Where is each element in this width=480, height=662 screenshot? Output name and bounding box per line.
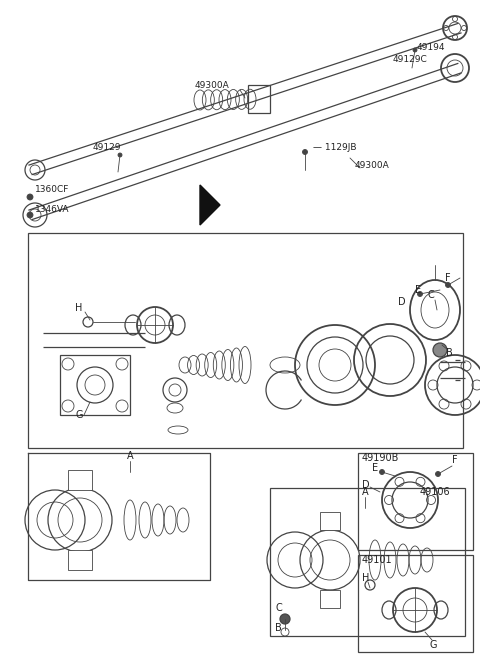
Text: 49129: 49129 — [93, 144, 121, 152]
Bar — [248, 85, 270, 113]
Text: C: C — [427, 290, 434, 300]
Bar — [358, 453, 473, 550]
Bar — [320, 590, 340, 608]
Text: B: B — [446, 348, 453, 358]
Ellipse shape — [418, 291, 422, 297]
Ellipse shape — [433, 343, 447, 357]
Ellipse shape — [280, 614, 290, 624]
Ellipse shape — [413, 48, 417, 52]
Text: 1346VA: 1346VA — [35, 205, 70, 214]
Text: 49101: 49101 — [362, 555, 393, 565]
Text: F: F — [452, 455, 457, 465]
Bar — [68, 550, 92, 570]
Bar — [60, 355, 130, 415]
Text: B: B — [275, 623, 282, 633]
Text: 49300A: 49300A — [195, 81, 230, 89]
Text: F: F — [445, 273, 451, 283]
Polygon shape — [200, 185, 220, 225]
Ellipse shape — [302, 150, 308, 154]
Text: 49190B: 49190B — [362, 453, 399, 463]
Text: 49129C: 49129C — [393, 56, 428, 64]
Ellipse shape — [380, 469, 384, 475]
Text: — 1129JB: — 1129JB — [313, 144, 357, 152]
Bar — [68, 470, 92, 490]
Text: 1360CF: 1360CF — [35, 185, 70, 195]
Text: 49300A: 49300A — [355, 160, 390, 169]
Ellipse shape — [118, 153, 122, 157]
Ellipse shape — [435, 471, 441, 477]
Text: 49106: 49106 — [420, 487, 451, 497]
Ellipse shape — [27, 194, 33, 200]
Text: E: E — [415, 285, 421, 295]
Text: C: C — [275, 603, 282, 613]
Bar — [358, 555, 473, 652]
Text: G: G — [430, 640, 437, 650]
Bar — [270, 488, 465, 636]
Ellipse shape — [445, 283, 451, 287]
Text: H: H — [75, 303, 83, 313]
Bar — [320, 512, 340, 530]
Text: 49194: 49194 — [417, 44, 445, 52]
Text: G: G — [75, 410, 83, 420]
Bar — [28, 233, 463, 448]
Text: E: E — [372, 463, 378, 473]
Text: A: A — [127, 451, 133, 461]
Ellipse shape — [27, 212, 33, 218]
Text: D: D — [362, 480, 370, 490]
Text: D: D — [398, 297, 406, 307]
Text: A: A — [362, 487, 368, 497]
Text: H: H — [362, 573, 370, 583]
